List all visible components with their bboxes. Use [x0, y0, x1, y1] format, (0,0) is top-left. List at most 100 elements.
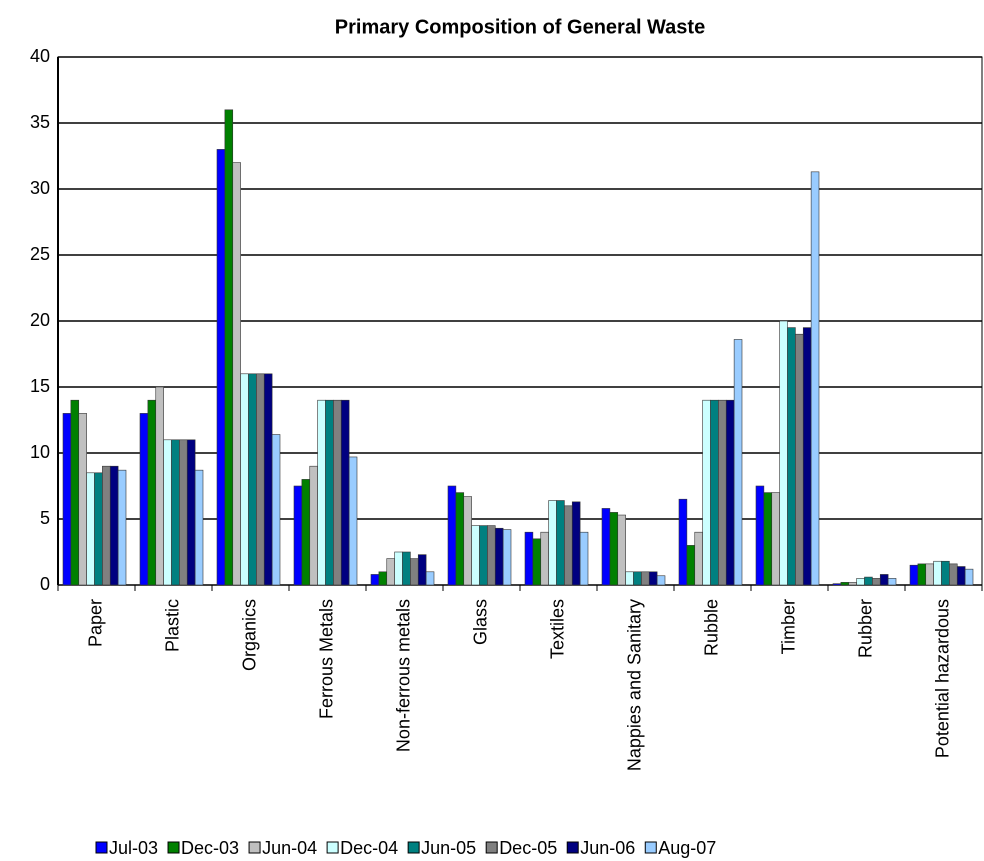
bar [370, 574, 380, 586]
legend-swatch [407, 841, 420, 854]
bar [949, 563, 958, 586]
bar [848, 582, 857, 586]
bar [832, 583, 842, 586]
bar [725, 399, 735, 586]
bar [455, 492, 465, 586]
legend: Jul-03 Dec-03 Jun-04 Dec-04 Jun-05 Dec-05 Jun-… [95, 838, 716, 858]
y-tick-label: 15 [30, 376, 50, 396]
bar [479, 525, 488, 586]
bar [710, 399, 719, 586]
bar [733, 339, 743, 586]
bar [271, 434, 281, 586]
bar [340, 399, 350, 586]
bar [887, 578, 897, 586]
legend-swatch [644, 841, 657, 854]
bar [556, 500, 565, 586]
bar [94, 472, 103, 586]
bar [240, 373, 249, 586]
legend-label: Dec-03 [181, 838, 239, 858]
bar [171, 439, 180, 586]
bar [564, 505, 573, 586]
bar [117, 469, 127, 586]
legend-label: Aug-07 [658, 838, 716, 858]
bar [487, 525, 496, 586]
legend-swatch [326, 841, 339, 854]
bar [216, 149, 226, 586]
bar [933, 560, 942, 586]
x-tick-label: Rubber [855, 599, 875, 658]
bar [917, 563, 927, 586]
bar [494, 527, 504, 586]
bar [678, 498, 688, 586]
bar [532, 538, 542, 586]
y-tick-label: 35 [30, 112, 50, 132]
bar [633, 571, 642, 586]
bar [718, 399, 727, 586]
bar [617, 514, 626, 586]
bar [502, 529, 512, 586]
bar [771, 492, 780, 586]
bar [795, 333, 804, 586]
bar [601, 508, 611, 586]
bar [964, 568, 974, 586]
bar [810, 171, 820, 586]
bar [62, 413, 72, 586]
bar [779, 320, 788, 586]
bar [102, 465, 111, 586]
x-tick-label: Plastic [162, 599, 182, 652]
y-tick-label: 40 [30, 46, 50, 66]
bar [524, 531, 534, 586]
bar [86, 472, 95, 586]
legend-swatch [167, 841, 180, 854]
bar [309, 465, 318, 586]
y-tick-label: 30 [30, 178, 50, 198]
bar [417, 554, 427, 586]
bar [179, 439, 188, 586]
bar [325, 399, 334, 586]
bar [625, 571, 634, 586]
bar [648, 571, 658, 586]
x-tick-label: Rubble [701, 599, 721, 656]
bar [224, 109, 234, 586]
legend-label: Dec-04 [340, 838, 398, 858]
bar [248, 373, 257, 586]
legend-swatch [566, 841, 579, 854]
bar [293, 485, 303, 586]
x-tick-label: Non-ferrous metals [393, 599, 413, 752]
bar [864, 576, 873, 586]
x-tick-label: Paper [85, 599, 105, 647]
legend-label: Jul-03 [109, 838, 158, 858]
bar [909, 564, 919, 586]
bar [609, 512, 619, 586]
bar [656, 575, 666, 586]
y-tick-label: 0 [40, 574, 50, 594]
legend-label: Jun-06 [580, 838, 635, 858]
bar [147, 399, 157, 586]
bar [925, 563, 934, 586]
legend-label: Dec-05 [499, 838, 557, 858]
bar [802, 327, 812, 586]
x-tick-label: Potential hazardous [932, 599, 952, 758]
legend-swatch [95, 841, 108, 854]
x-tick-label: Timber [778, 599, 798, 654]
bar [386, 558, 395, 586]
bar [579, 531, 589, 586]
bar [763, 492, 773, 586]
bar [109, 465, 119, 586]
bar [139, 413, 149, 586]
x-tick-label: Ferrous Metals [316, 599, 336, 719]
bar [447, 485, 457, 586]
bar [641, 571, 650, 586]
bar [702, 399, 711, 586]
bar [263, 373, 273, 586]
bar [317, 399, 326, 586]
bar [471, 525, 480, 586]
x-tick-label: Glass [470, 599, 490, 645]
bar [879, 574, 889, 586]
bar [941, 560, 950, 586]
bar [410, 558, 419, 586]
y-tick-label: 25 [30, 244, 50, 264]
legend-label: Jun-04 [262, 838, 317, 858]
x-tick-label: Nappies and Sanitary [624, 599, 644, 771]
